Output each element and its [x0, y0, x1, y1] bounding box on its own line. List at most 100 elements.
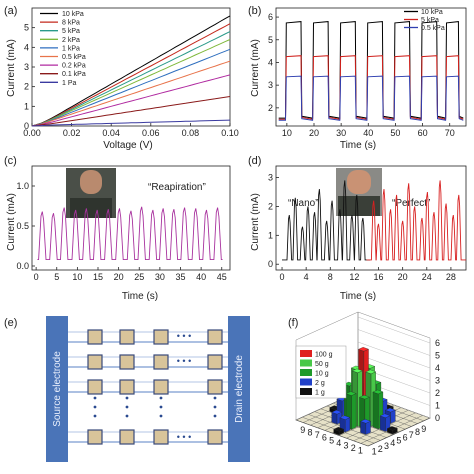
xtick-label-f: 7 [315, 430, 320, 440]
xtick-label-a: 0.10 [221, 128, 239, 138]
ytick-label-f: 3 [384, 441, 389, 451]
ytick-label-b: 3 [268, 80, 273, 90]
drain-electrode [228, 316, 250, 462]
vertical-dot [213, 414, 217, 418]
xtick-label-a: 0.06 [142, 128, 160, 138]
sensor-pixel [207, 354, 223, 370]
ylabel-c: Current (mA) [6, 193, 17, 251]
xtick-label-c: 20 [114, 272, 124, 282]
ztick-label-f: 4 [435, 363, 440, 373]
axes-a: 0.00 0.02 0.04 0.06 0.08 0.10 0 1 2 3 4 5 [23, 7, 239, 138]
xtick-label-d: 8 [328, 272, 333, 282]
vertical-dot [93, 396, 97, 400]
ytick-label-f: 2 [378, 444, 383, 454]
ytick-label-b: 6 [268, 12, 273, 22]
sensor-pixel [87, 354, 103, 370]
series-line-b-1 [278, 55, 464, 120]
xtick-label-d: 16 [374, 272, 384, 282]
ytick-label-d: 0 [268, 259, 273, 269]
xtick-label-b: 50 [390, 128, 400, 138]
legend-label-b-0: 10 kPa [421, 9, 443, 16]
legend-swatch-f-1 [300, 359, 312, 367]
xtick-label-c: 15 [93, 272, 103, 282]
xtick-label-c: 40 [196, 272, 206, 282]
xtick-label-b: 30 [336, 128, 346, 138]
legend-label-f-1: 50 g [315, 361, 329, 368]
xtick-label-c: 35 [175, 272, 185, 282]
xtick-label-b: 40 [363, 128, 373, 138]
series-line-c-0 [37, 206, 223, 261]
series-line-a-2 [31, 31, 231, 127]
series-line-b-0 [278, 21, 464, 119]
ztick-label-f: 6 [435, 338, 440, 348]
legend-label-a-4: 1 kPa [62, 45, 80, 52]
ylabel-d: Current (mA) [250, 193, 261, 251]
xtick-label-f: 5 [329, 435, 334, 445]
ytick-label-f: 9 [421, 424, 426, 434]
panel-label-d: (d) [248, 155, 261, 167]
xtick-label-d: 20 [398, 272, 408, 282]
legend-label-a-7: 0.1 kPa [62, 71, 86, 78]
sensor-pixel [153, 379, 169, 395]
xtick-label-c: 10 [72, 272, 82, 282]
axes-c: 0 5 10 15 20 25 30 35 40 45 0.0 0.5 1.0 [16, 165, 231, 282]
ylabel-a: Current (mA) [6, 39, 17, 97]
xlabel-c: Time (s) [122, 291, 158, 302]
legend-label-a-5: 0.5 kPa [62, 54, 86, 61]
xtick-label-c: 45 [217, 272, 227, 282]
xlabel-a: Voltage (V) [103, 140, 152, 151]
xtick-label-b: 70 [445, 128, 455, 138]
bar3d-bar [386, 426, 398, 435]
bar3d-bar [333, 426, 345, 436]
bar3d-bar [331, 409, 343, 425]
vertical-dot [125, 405, 129, 409]
vertical-dot [93, 414, 97, 418]
xtick-label-c: 25 [134, 272, 144, 282]
plot-frame-d [275, 165, 467, 271]
legend-label-f-3: 2 g [315, 380, 325, 387]
sensor-pixel [87, 379, 103, 395]
ytick-label-f: 6 [403, 433, 408, 443]
xtick-label-f: 8 [307, 428, 312, 438]
legend-f: 100 g 50 g 10 g 2 g 1 g [295, 345, 347, 399]
ztick-label-f: 5 [435, 351, 440, 361]
ztick-label-f: 2 [435, 388, 440, 398]
legend-label-b-2: 0.5 kPa [421, 25, 445, 32]
xtick-label-c: 5 [54, 272, 59, 282]
ytick-label-f: 7 [409, 430, 414, 440]
source-electrode-label: Source electrode [52, 351, 63, 427]
ztick-label-f: 0 [435, 413, 440, 423]
legend-label-a-3: 2 kPa [62, 37, 80, 44]
vertical-dot [159, 405, 163, 409]
xtick-label-b: 60 [418, 128, 428, 138]
ellipsis-row-4: • • • [177, 432, 191, 442]
sensor-pixel [87, 329, 103, 345]
sensor-pixel [207, 429, 223, 445]
ytick-label-b: 2 [268, 103, 273, 113]
series-line-a-4 [31, 48, 231, 127]
legend-label-a-6: 0.2 kPa [62, 63, 86, 70]
xtick-label-f: 1 [358, 446, 363, 456]
vertical-dot [159, 414, 163, 418]
ytick-label-a: 1 [24, 101, 29, 111]
legend-label-a-8: 1 Pa [62, 80, 77, 87]
vertical-dot [159, 396, 163, 400]
xtick-label-d: 28 [446, 272, 456, 282]
sensor-pixel [153, 429, 169, 445]
ytick-label-b: 5 [268, 35, 273, 45]
vertical-dot [213, 396, 217, 400]
xtick-label-d: 4 [304, 272, 309, 282]
xlabel-b: Time (s) [340, 140, 376, 151]
series-line-a-7 [31, 96, 231, 127]
annotation-perfect: “Perfect” [392, 198, 430, 209]
plot-frame-b [275, 7, 467, 127]
ytick-label-b: 4 [268, 57, 273, 67]
panel-label-a: (a) [4, 5, 17, 17]
device-diagram: Source electrode Drain electrode • • • •… [46, 316, 250, 462]
sensor-pixel [153, 354, 169, 370]
panel-label-e: (e) [4, 317, 17, 329]
sensor-pixel [119, 329, 135, 345]
ytick-label-c: 1.0 [16, 181, 29, 191]
sensor-pixel [207, 379, 223, 395]
